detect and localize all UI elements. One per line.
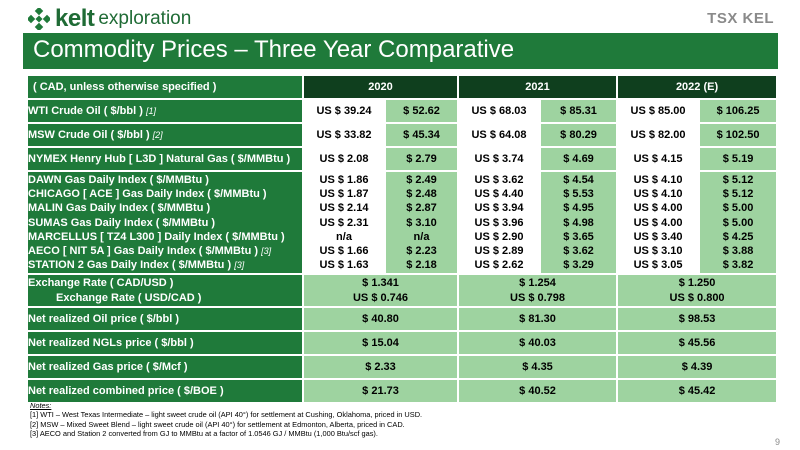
- gas-index-label: MARCELLUS [ TZ4 L300 ] Daily Index ( $/M…: [28, 230, 285, 243]
- table-cell: US $ 33.82: [304, 124, 386, 148]
- row-label-text: WTI Crude Oil ( $/bbl ): [28, 105, 143, 117]
- table-cell: $ 40.52: [459, 379, 619, 404]
- gas-index-label: CHICAGO [ ACE ] Gas Daily Index ( $/MMBt…: [28, 188, 267, 201]
- table-row-realized-ngl: Net realized NGLs price ( $/bbl ) $ 15.0…: [28, 331, 779, 356]
- gas-col-2020-usd: US $ 1.86 US $ 1.87 US $ 2.14 US $ 2.31 n/a U…: [304, 172, 386, 276]
- table-cell: $ 4.69: [541, 148, 619, 172]
- table-cell: $ 2.33: [304, 355, 460, 380]
- row-label-msw: MSW Crude Oil ( $/bbl ) [2]: [28, 124, 304, 148]
- row-label-nymex: NYMEX Henry Hub [ L3D ] Natural Gas ( $/…: [28, 148, 304, 172]
- table-cell: $ 15.04: [304, 331, 460, 356]
- table-row-msw: MSW Crude Oil ( $/bbl ) [2] US $ 33.82 $…: [28, 124, 779, 148]
- footnote: [3] AECO and Station 2 converted from GJ…: [30, 429, 378, 439]
- gas-index-label: SUMAS Gas Daily Index ( $/MMBtu ): [28, 216, 216, 229]
- page-title: Commodity Prices – Three Year Comparativ…: [33, 36, 515, 63]
- table-row-gas-indices: DAWN Gas Daily Index ( $/MMBtu ) CHICAGO…: [28, 172, 779, 276]
- table-cell: US $ 85.00: [618, 100, 701, 124]
- exchange-label-cad-usd: Exchange Rate ( CAD/USD ): [28, 277, 174, 290]
- footnote-ref: [3]: [234, 260, 245, 271]
- table-cell: $ 81.30: [459, 307, 619, 332]
- table-row-realized-oil: Net realized Oil price ( $/bbl ) $ 40.80…: [28, 307, 779, 332]
- table-cell: $ 45.34: [386, 124, 460, 148]
- table-row-exchange: Exchange Rate ( CAD/USD ) Exchange Rate …: [28, 275, 779, 308]
- table-cell: $ 102.50: [700, 124, 779, 148]
- gas-col-2022-cad: $ 5.12 $ 5.12 $ 5.00 $ 5.00 $ 4.25 $ 3.88 $ 3.…: [700, 172, 779, 276]
- table-row-realized-combined: Net realized combined price ( $/BOE ) $ …: [28, 379, 779, 404]
- footnote: [1] WTI – West Texas Intermediate – ligh…: [30, 410, 423, 420]
- row-label-wti: WTI Crude Oil ( $/bbl ) [1]: [28, 100, 304, 124]
- table-cell: US $ 2.08: [304, 148, 386, 172]
- exchange-2022: $ 1.250 US $ 0.800: [618, 275, 779, 308]
- table-cell: US $ 68.03: [459, 100, 542, 124]
- row-label-text: MSW Crude Oil ( $/bbl ): [28, 129, 150, 141]
- table-cell: US $ 82.00: [618, 124, 701, 148]
- header-label: ( CAD, unless otherwise specified ): [28, 76, 304, 100]
- table-cell: $ 40.03: [459, 331, 619, 356]
- table-cell: $ 45.56: [618, 331, 779, 356]
- footnote-ref: [1]: [145, 106, 156, 116]
- exchange-2020: $ 1.341 US $ 0.746: [304, 275, 460, 308]
- exchange-labels: Exchange Rate ( CAD/USD ) Exchange Rate …: [28, 275, 304, 308]
- table-cell: US $ 64.08: [459, 124, 542, 148]
- logo-suffix: exploration: [98, 8, 192, 29]
- commodity-price-table: ( CAD, unless otherwise specified ) 2020…: [28, 76, 779, 404]
- footnotes: Notes: [1] WTI – West Texas Intermediate…: [30, 401, 422, 439]
- exchange-logo: TSX KEL: [707, 10, 774, 27]
- table-row-realized-gas: Net realized Gas price ( $/Mcf ) $ 2.33 …: [28, 355, 779, 380]
- table-row-wti: WTI Crude Oil ( $/bbl ) [1] US $ 39.24 $…: [28, 100, 779, 124]
- page-number: 9: [774, 437, 780, 447]
- row-label-realized-combined: Net realized combined price ( $/BOE ): [28, 379, 304, 404]
- title-bar: Commodity Prices – Three Year Comparativ…: [23, 33, 778, 69]
- table-cell: $ 4.39: [618, 355, 779, 380]
- table-cell: US $ 4.15: [618, 148, 701, 172]
- row-label-realized-gas: Net realized Gas price ( $/Mcf ): [28, 355, 304, 380]
- table-cell: $ 85.31: [541, 100, 619, 124]
- table-cell: $ 52.62: [386, 100, 460, 124]
- table-cell: $ 21.73: [304, 379, 460, 404]
- gas-col-2021-cad: $ 4.54 $ 5.53 $ 4.95 $ 4.98 $ 3.65 $ 3.62 $ 3.…: [541, 172, 619, 276]
- gas-index-label: MALIN Gas Daily Index ( $/MMBtu ): [28, 202, 211, 215]
- table-cell: $ 45.42: [618, 379, 779, 404]
- notes-title: Notes:: [30, 401, 52, 410]
- row-label-realized-ngl: Net realized NGLs price ( $/bbl ): [28, 331, 304, 356]
- logo-brand: kelt: [55, 5, 95, 32]
- table-cell: US $ 39.24: [304, 100, 386, 124]
- table-cell: $ 106.25: [700, 100, 779, 124]
- footnote-ref: [3]: [261, 246, 272, 257]
- table-cell: $ 5.19: [700, 148, 779, 172]
- footnote: [2] MSW – Mixed Sweet Blend – light swee…: [30, 419, 405, 429]
- footnote-ref: [2]: [152, 130, 163, 140]
- kelt-logo: kelt exploration: [28, 5, 192, 32]
- gas-col-2022-usd: US $ 4.10 US $ 4.10 US $ 4.00 US $ 4.00 US $…: [618, 172, 701, 276]
- table-row-nymex: NYMEX Henry Hub [ L3D ] Natural Gas ( $/…: [28, 148, 779, 172]
- table-cell: $ 40.80: [304, 307, 460, 332]
- kelt-logo-icon: [28, 8, 50, 30]
- table-cell: $ 98.53: [618, 307, 779, 332]
- table-header-row: ( CAD, unless otherwise specified ) 2020…: [28, 76, 779, 100]
- exchange-label-usd-cad: Exchange Rate ( USD/CAD ): [56, 291, 202, 304]
- table-cell: $ 4.35: [459, 355, 619, 380]
- gas-col-2021-usd: US $ 3.62 US $ 4.40 US $ 3.94 US $ 3.96 US $…: [459, 172, 542, 276]
- gas-col-2020-cad: $ 2.49 $ 2.48 $ 2.87 $ 3.10 n/a $ 2.23 $ 2.18: [386, 172, 460, 276]
- row-label-realized-oil: Net realized Oil price ( $/bbl ): [28, 307, 304, 332]
- table-cell: $ 2.79: [386, 148, 460, 172]
- gas-index-label: DAWN Gas Daily Index ( $/MMBtu ): [28, 174, 209, 186]
- table-cell: US $ 3.74: [459, 148, 542, 172]
- header-year-2021: 2021: [459, 76, 619, 100]
- header-year-2020: 2020: [304, 76, 460, 100]
- gas-index-labels: DAWN Gas Daily Index ( $/MMBtu ) CHICAGO…: [28, 172, 304, 276]
- table-cell: $ 80.29: [541, 124, 619, 148]
- exchange-2021: $ 1.254 US $ 0.798: [459, 275, 619, 308]
- gas-index-label: AECO [ NIT 5A ] Gas Daily Index ( $/MMBt…: [28, 245, 272, 258]
- gas-index-label: STATION 2 Gas Daily Index ( $/MMBtu ) [3…: [28, 259, 245, 272]
- header-year-2022: 2022 (E): [618, 76, 779, 100]
